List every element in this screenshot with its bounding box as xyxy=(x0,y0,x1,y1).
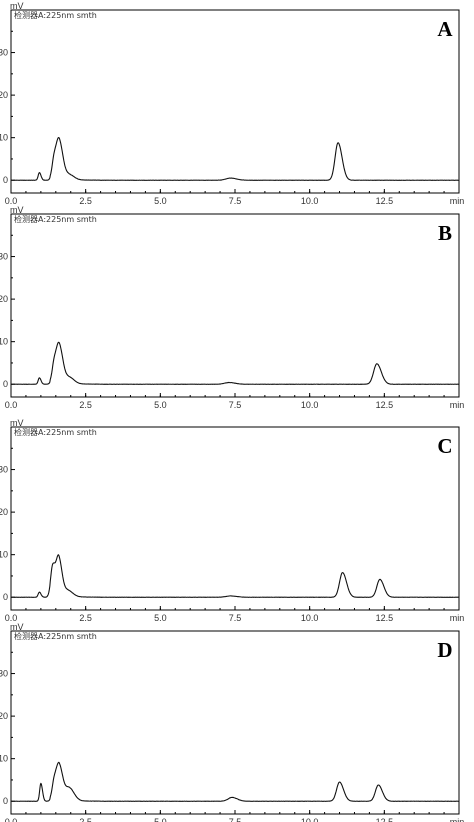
x-tick-label: 2.5 xyxy=(79,400,92,410)
plot-frame xyxy=(10,9,460,194)
plot-frame xyxy=(10,630,460,815)
y-tick-label: 20 xyxy=(0,711,8,721)
x-tick-label: 10.0 xyxy=(301,613,319,623)
y-tick-label: 0 xyxy=(3,796,8,806)
y-tick-label: 20 xyxy=(0,507,8,517)
y-tick-label: 30 xyxy=(0,465,8,475)
x-tick-label: 7.5 xyxy=(229,400,242,410)
y-tick-label: 0 xyxy=(3,379,8,389)
y-tick-label: 10 xyxy=(0,550,8,560)
panel-letter: A xyxy=(437,17,453,41)
x-tick-label: 7.5 xyxy=(229,196,242,206)
detector-label: 检测器A:225nm smth xyxy=(14,10,97,20)
x-tick-label: 5.0 xyxy=(154,196,167,206)
detector-label: 检测器A:225nm smth xyxy=(14,631,97,641)
x-tick-label: 12.5 xyxy=(376,613,394,623)
y-tick-label: 10 xyxy=(0,133,8,143)
x-tick-label: 2.5 xyxy=(79,613,92,623)
x-unit-label: min xyxy=(450,196,465,206)
chromatogram-trace xyxy=(10,341,460,385)
chromatogram-trace xyxy=(10,136,460,181)
y-unit-label: mV xyxy=(10,622,24,632)
plot-frame xyxy=(10,426,460,611)
y-tick-label: 20 xyxy=(0,294,8,304)
y-tick-label: 30 xyxy=(0,252,8,262)
x-tick-label: 12.5 xyxy=(376,400,394,410)
chromatogram-trace xyxy=(10,761,460,802)
x-tick-label: 2.5 xyxy=(79,196,92,206)
x-tick-label: 7.5 xyxy=(229,613,242,623)
detector-label: 检测器A:225nm smth xyxy=(14,214,97,224)
x-tick-label: 0.0 xyxy=(5,400,18,410)
x-tick-label: 12.5 xyxy=(376,196,394,206)
y-tick-label: 10 xyxy=(0,337,8,347)
x-tick-label: 10.0 xyxy=(301,400,319,410)
y-unit-label: mV xyxy=(10,418,24,428)
y-tick-label: 0 xyxy=(3,592,8,602)
x-tick-label: 2.5 xyxy=(79,817,92,822)
x-tick-label: 5.0 xyxy=(154,613,167,623)
x-unit-label: min xyxy=(450,613,465,623)
x-tick-label: 0.0 xyxy=(5,196,18,206)
y-tick-label: 30 xyxy=(0,48,8,58)
x-tick-label: 10.0 xyxy=(301,817,319,822)
x-unit-label: min xyxy=(450,817,465,822)
x-tick-label: 0.0 xyxy=(5,613,18,623)
x-tick-label: 5.0 xyxy=(154,400,167,410)
x-tick-label: 12.5 xyxy=(376,817,394,822)
y-unit-label: mV xyxy=(10,205,24,215)
x-tick-label: 10.0 xyxy=(301,196,319,206)
x-tick-label: 5.0 xyxy=(154,817,167,822)
panel-letter: C xyxy=(437,434,452,458)
x-tick-label: 7.5 xyxy=(229,817,242,822)
y-tick-label: 30 xyxy=(0,669,8,679)
chromatogram-trace xyxy=(10,554,460,598)
y-tick-label: 0 xyxy=(3,175,8,185)
panel-letter: B xyxy=(438,221,452,245)
y-tick-label: 20 xyxy=(0,90,8,100)
y-tick-label: 10 xyxy=(0,754,8,764)
x-unit-label: min xyxy=(450,400,465,410)
x-tick-label: 0.0 xyxy=(5,817,18,822)
plot-frame xyxy=(10,213,460,398)
panel-letter: D xyxy=(437,638,452,662)
y-unit-label: mV xyxy=(10,1,24,11)
detector-label: 检测器A:225nm smth xyxy=(14,427,97,437)
